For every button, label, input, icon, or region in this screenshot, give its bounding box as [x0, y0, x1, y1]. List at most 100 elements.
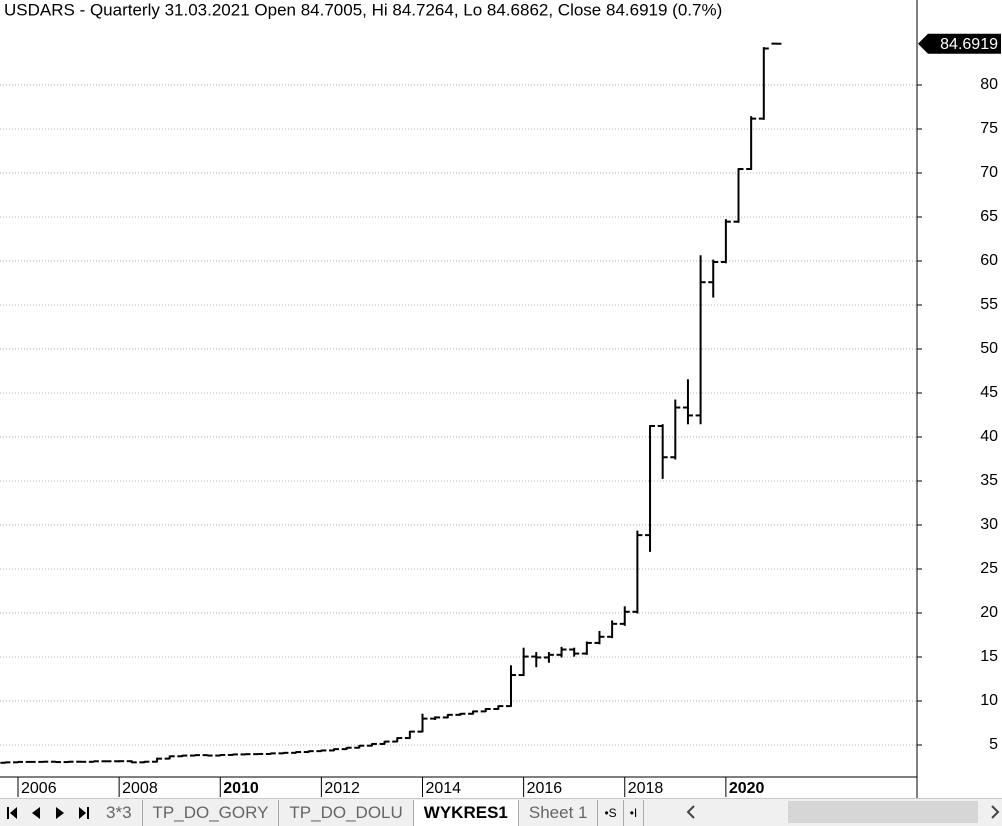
ohlc-bar [657, 424, 668, 479]
horizontal-scrollbar[interactable] [686, 801, 1000, 823]
x-tick-label: 2016 [527, 780, 563, 797]
prev-sheet-button[interactable] [24, 799, 48, 826]
x-tick-label: 2008 [122, 780, 158, 797]
ohlc-bar [682, 379, 693, 425]
y-tick-label: 80 [980, 76, 998, 93]
ohlc-bar [518, 647, 529, 677]
ohlc-bar [152, 757, 163, 763]
ohlc-bar [114, 760, 125, 763]
ohlc-bar [379, 740, 390, 745]
ohlc-bar [38, 760, 49, 763]
ohlc-bar [543, 652, 554, 663]
ohlc-bar [556, 646, 567, 658]
last-price-label: 84.6919 [940, 36, 998, 53]
sheet-tab-bar: 3*3 TP_DO_GORY TP_DO_DOLU WYKRES1 Sheet 1 •S •… [0, 798, 1002, 826]
y-tick-label: 15 [980, 648, 998, 665]
sheet-tab[interactable]: WYKRES1 [413, 799, 519, 826]
ohlc-bar [505, 665, 516, 708]
last-price-box [918, 33, 1001, 54]
sheet-tab[interactable]: TP_DO_GORY [143, 799, 280, 826]
ohlc-bar [708, 259, 719, 298]
ohlc-bar [645, 425, 656, 552]
y-tick-label: 30 [980, 516, 998, 533]
x-tick-label: 2018 [628, 780, 664, 797]
ohlc-bar [354, 744, 365, 749]
ohlc-bar [746, 116, 757, 171]
ohlc-bar [253, 752, 264, 756]
ohlc-bar [265, 752, 276, 755]
ohlc-bar [126, 760, 137, 764]
y-tick-label: 60 [980, 252, 998, 269]
sheet-tab[interactable]: Sheet 1 [519, 799, 599, 826]
ohlc-bar [619, 606, 630, 626]
ohlc-bar [88, 760, 99, 763]
sheet-tab[interactable]: 3*3 [96, 799, 143, 826]
ohlc-bar [278, 751, 289, 755]
y-tick-label: 65 [980, 208, 998, 225]
ohlc-bar [240, 753, 251, 756]
ohlc-bar [0, 761, 11, 764]
x-tick-label: 2020 [729, 780, 765, 797]
last-sheet-button[interactable] [72, 799, 96, 826]
y-tick-label: 70 [980, 164, 998, 181]
ohlc-bar [291, 751, 302, 754]
ohlc-bar [13, 760, 24, 764]
ohlc-bar [493, 705, 504, 711]
ohlc-bar [50, 760, 61, 764]
y-tick-label: 55 [980, 296, 998, 313]
x-tick-label: 2012 [324, 780, 360, 797]
tab-button[interactable]: •I [624, 799, 645, 826]
ohlc-bar [189, 754, 200, 757]
y-tick-label: 50 [980, 340, 998, 357]
ohlc-bar [316, 749, 327, 753]
ohlc-bar [227, 753, 238, 756]
ohlc-bar [720, 219, 731, 264]
ohlc-bar [771, 42, 782, 45]
ohlc-bar [758, 47, 769, 120]
ohlc-bar [329, 748, 340, 752]
ohlc-bar [404, 730, 415, 740]
ohlc-bar [215, 753, 226, 757]
ohlc-bar [164, 755, 175, 760]
sheet-tab[interactable]: TP_DO_DOLU [279, 799, 414, 826]
ohlc-bar [607, 620, 618, 639]
ohlc-bar [531, 652, 542, 668]
next-sheet-button[interactable] [48, 799, 72, 826]
y-tick-label: 40 [980, 428, 998, 445]
chart: USDARS - Quarterly 31.03.2021 Open 84.70… [0, 0, 1001, 798]
ohlc-bar [594, 630, 605, 645]
first-sheet-button[interactable] [0, 799, 24, 826]
y-tick-label: 35 [980, 472, 998, 489]
y-tick-label: 25 [980, 560, 998, 577]
ohlc-bar [417, 713, 428, 733]
y-tick-label: 45 [980, 384, 998, 401]
tabs: 3*3 TP_DO_GORY TP_DO_DOLU WYKRES1 Sheet 1 •S •… [96, 799, 645, 826]
ohlc-bar [177, 754, 188, 758]
y-tick-label: 20 [980, 604, 998, 621]
ohlc-bar [468, 710, 479, 715]
ohlc-bar [430, 716, 441, 720]
ohlc-bar [569, 647, 580, 657]
ohlc-bar [632, 530, 643, 614]
ohlc-bar [76, 760, 87, 763]
ohlc-bar [442, 713, 453, 719]
ohlc-bar [392, 737, 403, 743]
ohlc-bar [455, 712, 466, 716]
ohlc-bar [101, 760, 112, 763]
ohlc-bar [25, 760, 36, 763]
y-tick-label: 5 [989, 736, 998, 753]
ohlc-bar [480, 708, 491, 713]
y-tick-label: 75 [980, 120, 998, 137]
ohlc-bar [581, 641, 592, 655]
x-tick-label: 2006 [21, 780, 57, 797]
ohlc-bar [366, 742, 377, 747]
y-tick-label: 10 [980, 692, 998, 709]
ohlc-bar [695, 255, 706, 425]
ohlc-bar [341, 746, 352, 751]
tab-button[interactable]: •S [598, 799, 624, 826]
x-tick-label: 2014 [425, 780, 461, 797]
ohlc-bar [63, 760, 74, 764]
ohlc-bar [202, 754, 213, 757]
chart-title: USDARS - Quarterly 31.03.2021 Open 84.70… [4, 0, 722, 19]
